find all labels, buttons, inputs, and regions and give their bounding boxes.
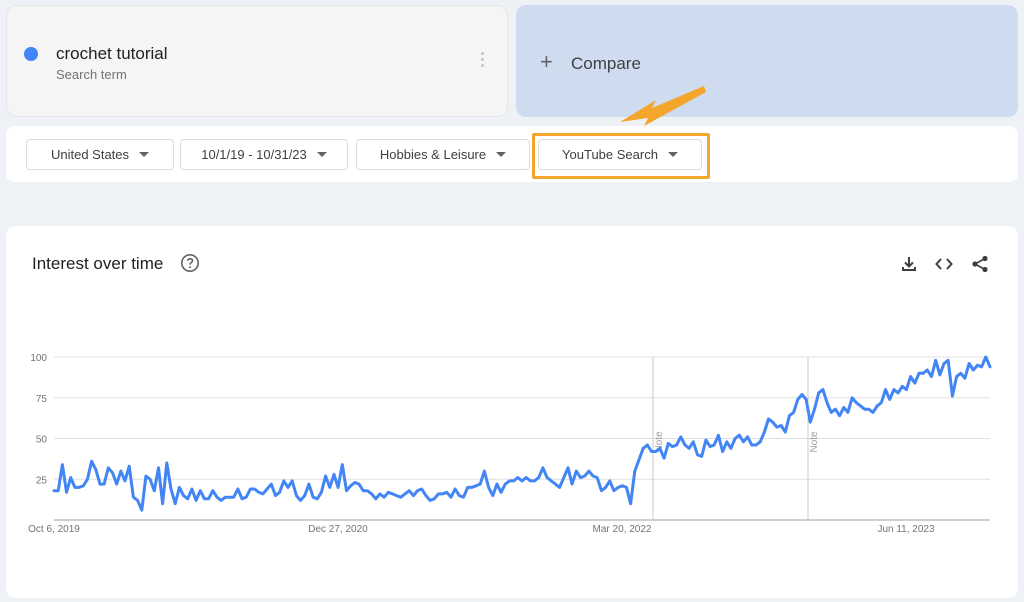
date-range-filter[interactable]: 10/1/19 - 10/31/23	[180, 139, 348, 170]
x-tick-label: Mar 20, 2022	[593, 524, 652, 535]
x-tick-label: Jun 11, 2023	[877, 524, 935, 535]
y-tick-label: 100	[30, 353, 47, 364]
help-icon[interactable]	[180, 253, 200, 273]
category-filter-label: Hobbies & Leisure	[379, 147, 487, 162]
search-term-title: crochet tutorial	[56, 44, 168, 63]
source-filter-label: YouTube Search	[562, 147, 658, 162]
panel-title: Interest over time	[32, 254, 164, 273]
x-tick-label: Dec 27, 2020	[308, 524, 368, 535]
note-label: Note	[654, 431, 665, 453]
annotation-arrow	[620, 86, 706, 126]
compare-card[interactable]	[516, 5, 1018, 117]
x-tick-label: Oct 6, 2019	[28, 524, 80, 535]
date-range-filter-label: 10/1/19 - 10/31/23	[201, 147, 307, 162]
plus-icon: +	[540, 49, 553, 74]
source-filter[interactable]: YouTube Search	[538, 139, 702, 170]
download-icon[interactable]	[899, 254, 919, 274]
search-term-card[interactable]	[6, 5, 508, 117]
search-term-subtitle: Search term	[56, 67, 127, 82]
compare-label[interactable]: Compare	[571, 54, 641, 73]
y-tick-label: 50	[36, 435, 48, 446]
region-filter[interactable]: United States	[26, 139, 174, 170]
caret-down-icon	[139, 152, 150, 157]
embed-icon[interactable]	[934, 254, 954, 274]
series-color-dot	[24, 47, 38, 61]
more-vert-icon[interactable]	[476, 52, 488, 72]
category-filter[interactable]: Hobbies & Leisure	[356, 139, 530, 170]
y-tick-label: 25	[36, 475, 48, 486]
interest-chart: 100 75 50 25 Note Note Oct 6, 2019 Dec 27, 2020…	[28, 353, 992, 535]
caret-down-icon	[496, 152, 507, 157]
series-line	[52, 355, 992, 512]
caret-down-icon	[316, 152, 327, 157]
caret-down-icon	[667, 152, 678, 157]
region-filter-label: United States	[50, 147, 130, 162]
note-label: Note	[809, 431, 820, 453]
y-tick-label: 75	[36, 394, 48, 405]
share-icon[interactable]	[970, 254, 990, 274]
